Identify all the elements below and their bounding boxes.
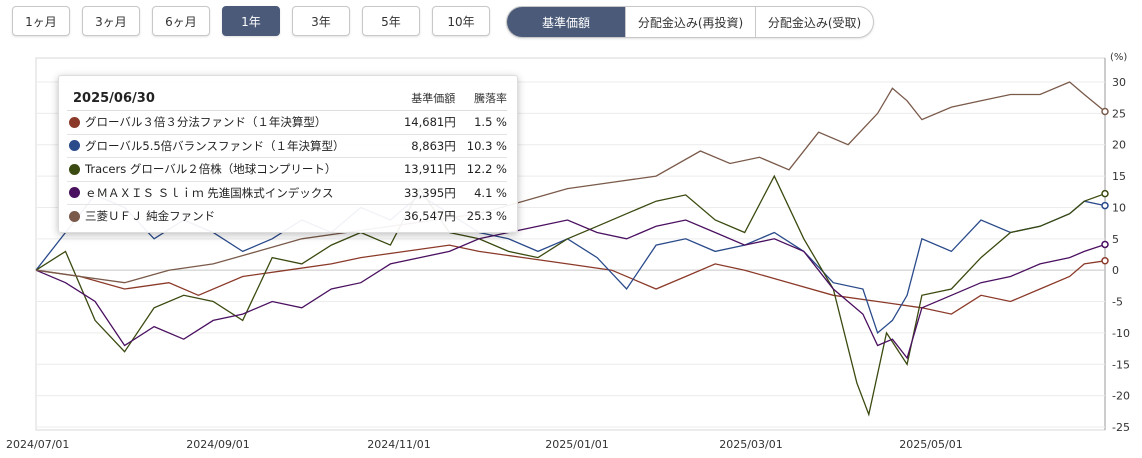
tooltip-fund-price: 13,911円 bbox=[403, 162, 456, 177]
tooltip-row: ｅＭＡＸＩＳ Ｓｌｉｍ 先進国株式インデックス 33,395円 4.1 % bbox=[67, 182, 507, 205]
tooltip-fund-name: ｅＭＡＸＩＳ Ｓｌｉｍ 先進国株式インデックス bbox=[85, 185, 334, 200]
y-tick-label: 0 bbox=[1112, 264, 1119, 277]
tooltip-col-rate: 騰落率 bbox=[474, 92, 507, 105]
y-axis-unit: (%) bbox=[1110, 52, 1127, 63]
series-color-dot bbox=[69, 140, 80, 152]
series-end-marker bbox=[1101, 240, 1109, 249]
tooltip-fund-name: Tracers グローバル２倍株（地球コンプリート） bbox=[85, 162, 337, 177]
period-button[interactable]: 1年 bbox=[222, 6, 280, 36]
tooltip-fund-price: 36,547円 bbox=[403, 209, 456, 224]
tooltip-fund-rate: 4.1 % bbox=[474, 185, 507, 200]
series-color-dot bbox=[69, 187, 80, 199]
y-tick-label: -25 bbox=[1112, 421, 1130, 434]
y-tick-label: 15 bbox=[1112, 170, 1126, 183]
series-end-marker bbox=[1101, 257, 1109, 265]
series-color-dot bbox=[69, 163, 80, 175]
x-tick-label: 2025/01/01 bbox=[545, 438, 608, 451]
x-tick-label: 2024/11/01 bbox=[367, 438, 430, 451]
x-tick-label: 2025/03/01 bbox=[719, 438, 782, 451]
series-line bbox=[35, 244, 1106, 315]
series-end-marker bbox=[1101, 201, 1109, 210]
series-line bbox=[35, 174, 1106, 417]
x-tick-label: 2025/05/01 bbox=[899, 438, 962, 451]
period-button[interactable]: 1ヶ月 bbox=[12, 6, 70, 36]
y-tick-label: 10 bbox=[1112, 201, 1126, 214]
tooltip-row: グローバル5.5倍バランスファンド（１年決算型） 8,863円 10.3 % bbox=[67, 135, 507, 158]
tooltip-row: グローバル３倍３分法ファンド（１年決算型） 14,681円 1.5 % bbox=[67, 111, 507, 135]
x-tick-label: 2024/09/01 bbox=[186, 438, 249, 451]
tooltip-fund-price: 33,395円 bbox=[403, 185, 456, 200]
period-button[interactable]: 3ヶ月 bbox=[82, 6, 140, 36]
tooltip-date: 2025/06/30 bbox=[73, 91, 155, 106]
tooltip-fund-name: グローバル5.5倍バランスファンド（１年決算型） bbox=[85, 138, 345, 153]
y-tick-label: -20 bbox=[1112, 390, 1130, 403]
series-line bbox=[35, 194, 1106, 335]
tooltip-fund-rate: 1.5 % bbox=[474, 115, 507, 130]
tooltip-fund-price: 8,863円 bbox=[411, 138, 456, 153]
y-tick-label: -15 bbox=[1112, 358, 1130, 371]
tooltip-fund-rate: 10.3 % bbox=[466, 138, 507, 153]
series-end-marker bbox=[1101, 189, 1109, 198]
chart-tooltip: 2025/06/30 基準価額 騰落率 グローバル３倍３分法ファンド（１年決算型… bbox=[58, 75, 518, 233]
period-button[interactable]: 10年 bbox=[432, 6, 490, 36]
mode-tab[interactable]: 基準価額 bbox=[507, 7, 625, 37]
period-button[interactable]: 3年 bbox=[292, 6, 350, 36]
tooltip-col-price: 基準価額 bbox=[411, 92, 456, 105]
series-color-dot bbox=[69, 116, 80, 128]
tooltip-row: Tracers グローバル２倍株（地球コンプリート） 13,911円 12.2 % bbox=[67, 158, 507, 182]
y-tick-label: -5 bbox=[1112, 296, 1123, 309]
series-end-marker bbox=[1101, 107, 1109, 116]
tooltip-fund-price: 14,681円 bbox=[403, 115, 456, 130]
mode-tab[interactable]: 分配金込み(再投資) bbox=[625, 7, 755, 37]
display-mode-tabs: 基準価額 分配金込み(再投資) 分配金込み(受取) bbox=[506, 6, 874, 38]
tooltip-fund-rate: 12.2 % bbox=[466, 162, 507, 177]
series-line bbox=[35, 81, 1106, 284]
series-color-dot bbox=[69, 210, 80, 222]
x-tick-label: 2024/07/01 bbox=[6, 438, 69, 451]
period-button[interactable]: 6ヶ月 bbox=[152, 6, 210, 36]
tooltip-fund-rate: 25.3 % bbox=[466, 209, 507, 224]
y-tick-label: 30 bbox=[1112, 76, 1126, 89]
series-line bbox=[35, 219, 1106, 360]
tooltip-fund-name: 三菱ＵＦＪ 純金ファンド bbox=[85, 209, 216, 224]
tooltip-row: 三菱ＵＦＪ 純金ファンド 36,547円 25.3 % bbox=[67, 205, 507, 228]
mode-tab[interactable]: 分配金込み(受取) bbox=[755, 7, 873, 37]
y-tick-label: 25 bbox=[1112, 107, 1126, 120]
y-tick-label: 20 bbox=[1112, 139, 1126, 152]
y-tick-label: -10 bbox=[1112, 327, 1130, 340]
tooltip-fund-name: グローバル３倍３分法ファンド（１年決算型） bbox=[85, 115, 327, 130]
y-tick-label: 5 bbox=[1112, 233, 1119, 246]
tooltip-rows: グローバル３倍３分法ファンド（１年決算型） 14,681円 1.5 % グローバル5.… bbox=[67, 111, 507, 228]
period-button[interactable]: 5年 bbox=[362, 6, 420, 36]
